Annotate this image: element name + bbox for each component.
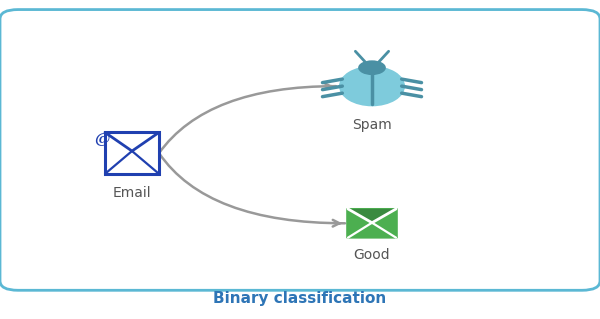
Text: @: @: [95, 132, 110, 145]
Polygon shape: [348, 209, 396, 223]
FancyBboxPatch shape: [0, 10, 600, 290]
Text: Email: Email: [113, 186, 151, 200]
Text: Binary classification: Binary classification: [214, 291, 386, 306]
Text: Good: Good: [353, 248, 391, 262]
Bar: [105, 132, 159, 174]
Ellipse shape: [339, 66, 405, 106]
Text: Spam: Spam: [352, 118, 392, 132]
FancyBboxPatch shape: [346, 208, 398, 239]
Circle shape: [358, 60, 386, 75]
